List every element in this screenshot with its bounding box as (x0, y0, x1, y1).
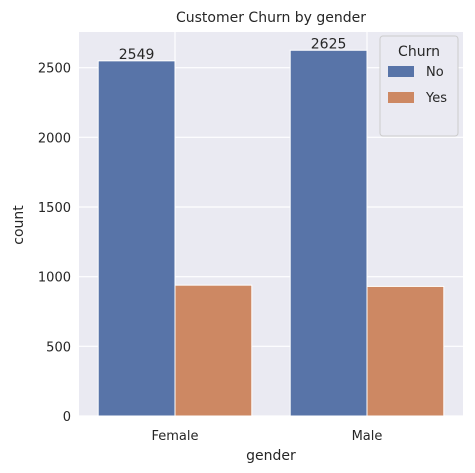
x-tick-labels: Female Male (151, 429, 382, 444)
data-label-male: 2625 (311, 36, 347, 52)
bars-group (97, 49, 445, 417)
legend-swatch-yes (388, 92, 414, 103)
legend: Churn No Yes (379, 35, 459, 137)
bar-male-yes (366, 285, 445, 417)
y-tick-labels: 0 500 1000 1500 2000 2500 (38, 62, 71, 425)
y-tick-1000: 1000 (38, 271, 71, 286)
x-axis-label: gender (246, 448, 296, 464)
y-tick-0: 0 (63, 410, 71, 425)
data-labels-group: 2549 2625 (119, 36, 347, 63)
legend-items: No Yes (388, 65, 447, 106)
legend-box (379, 35, 459, 137)
y-tick-2000: 2000 (38, 131, 71, 146)
y-tick-500: 500 (46, 340, 71, 355)
chart-title: Customer Churn by gender (176, 10, 366, 26)
y-tick-1500: 1500 (38, 201, 71, 216)
legend-swatch-no (388, 66, 414, 77)
bar-female-yes (174, 284, 253, 417)
y-tick-2500: 2500 (38, 62, 71, 77)
bar-male-no (289, 49, 368, 417)
bar-female-no (97, 60, 176, 417)
data-label-female: 2549 (119, 47, 155, 63)
x-tick-male: Male (352, 429, 383, 444)
legend-title: Churn (398, 44, 440, 60)
legend-label-no: No (426, 65, 444, 80)
y-axis-label: count (11, 205, 27, 245)
legend-label-yes: Yes (425, 91, 447, 106)
x-tick-female: Female (151, 429, 198, 444)
